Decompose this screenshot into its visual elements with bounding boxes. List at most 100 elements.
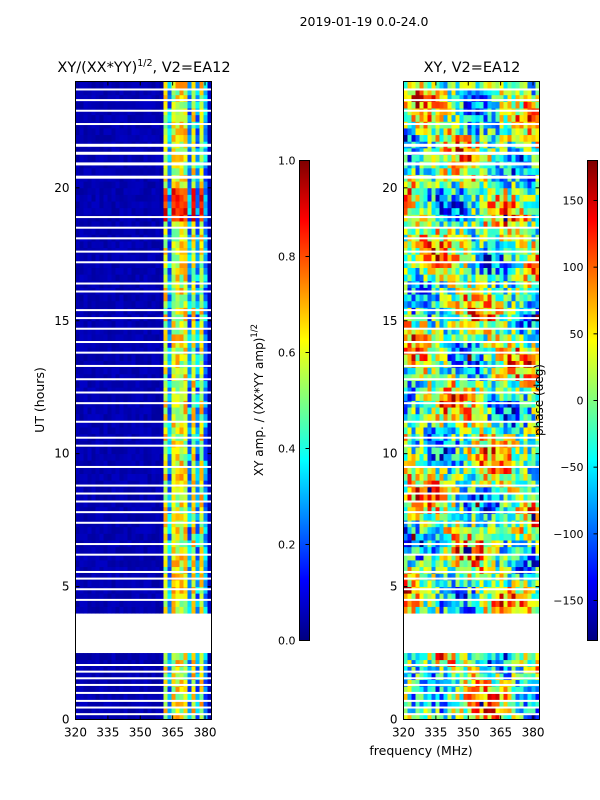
heatmap-cell: [151, 706, 156, 714]
heatmap-cell: [143, 221, 148, 229]
heatmap-cell: [443, 553, 448, 561]
heatmap-cell: [99, 380, 104, 388]
heatmap-cell: [107, 447, 112, 455]
heatmap-cell: [143, 699, 148, 707]
heatmap-cell: [119, 679, 124, 687]
heatmap-cell: [447, 560, 452, 568]
heatmap-cell: [171, 553, 176, 561]
heatmap-cell: [119, 294, 124, 302]
heatmap-cell: [535, 360, 540, 368]
heatmap-cell: [147, 147, 152, 156]
heatmap-cell: [483, 353, 488, 362]
flagged-gap: [75, 484, 212, 487]
heatmap-cell: [467, 340, 472, 348]
heatmap-cell: [187, 546, 192, 554]
heatmap-cell: [203, 712, 208, 720]
heatmap-cell: [103, 334, 108, 342]
heatmap-cell: [407, 353, 412, 362]
heatmap-cell: [91, 241, 96, 249]
heatmap-cell: [183, 712, 188, 720]
heatmap-cell: [439, 513, 444, 521]
heatmap-cell: [127, 533, 132, 541]
heatmap-cell: [127, 653, 132, 661]
heatmap-cell: [423, 706, 428, 714]
heatmap-cell: [147, 128, 152, 136]
heatmap-cell: [99, 241, 104, 249]
heatmap-cell: [459, 420, 464, 428]
heatmap-cell: [123, 201, 128, 209]
heatmap-cell: [183, 128, 188, 136]
heatmap-cell: [507, 460, 512, 468]
heatmap-cell: [519, 666, 524, 674]
heatmap-cell: [491, 393, 496, 401]
heatmap-cell: [195, 340, 200, 348]
heatmap-cell: [187, 187, 192, 195]
heatmap-cell: [171, 447, 176, 455]
heatmap-cell: [131, 413, 136, 421]
heatmap-cell: [147, 207, 152, 215]
heatmap-cell: [535, 334, 540, 342]
heatmap-cell: [479, 413, 484, 421]
heatmap-cell: [147, 712, 152, 720]
heatmap-cell: [75, 101, 80, 109]
heatmap-cell: [519, 347, 524, 355]
heatmap-cell: [111, 380, 116, 388]
heatmap-cell: [495, 340, 500, 348]
heatmap-cell: [443, 340, 448, 348]
heatmap-cell: [83, 227, 88, 235]
heatmap-cell: [467, 699, 472, 707]
heatmap-cell: [95, 692, 100, 700]
heatmap-cell: [403, 447, 408, 455]
heatmap-cell: [187, 260, 192, 268]
heatmap-cell: [99, 466, 104, 475]
heatmap-cell: [483, 553, 488, 561]
heatmap-cell: [159, 334, 164, 342]
heatmap-cell: [499, 560, 504, 568]
heatmap-cell: [499, 347, 504, 355]
heatmap-cell: [111, 486, 116, 494]
heatmap-cell: [151, 653, 156, 661]
heatmap-cell: [135, 599, 140, 607]
heatmap-cell: [75, 672, 80, 681]
heatmap-cell: [183, 427, 188, 435]
heatmap-cell: [119, 493, 124, 501]
heatmap-cell: [155, 353, 160, 362]
heatmap-cell: [499, 373, 504, 381]
heatmap-cell: [447, 347, 452, 355]
heatmap-cell: [415, 387, 420, 395]
heatmap-cell: [139, 94, 144, 102]
heatmap-cell: [495, 666, 500, 674]
heatmap-cell: [167, 493, 172, 501]
heatmap-cell: [443, 413, 448, 421]
heatmap-cell: [83, 88, 88, 96]
heatmap-cell: [187, 672, 192, 681]
heatmap-cell: [143, 579, 148, 587]
heatmap-cell: [535, 486, 540, 494]
heatmap-cell: [147, 679, 152, 687]
heatmap-cell: [107, 373, 112, 381]
heatmap-cell: [523, 659, 528, 667]
heatmap-cell: [475, 380, 480, 388]
heatmap-cell: [459, 653, 464, 661]
heatmap-cell: [475, 393, 480, 401]
heatmap-cell: [139, 579, 144, 587]
heatmap-cell: [139, 440, 144, 448]
flagged-gap: [75, 598, 212, 601]
heatmap-cell: [483, 460, 488, 468]
heatmap-cell: [467, 367, 472, 375]
heatmap-cell: [407, 387, 412, 395]
heatmap-cell: [455, 327, 460, 335]
heatmap-cell: [439, 566, 444, 574]
heatmap-cell: [191, 187, 196, 195]
heatmap-cell: [531, 493, 536, 501]
heatmap-cell: [147, 506, 152, 514]
heatmap-cell: [179, 407, 184, 415]
heatmap-cell: [203, 147, 208, 156]
heatmap-cell: [439, 473, 444, 481]
heatmap-cell: [159, 187, 164, 195]
heatmap-cell: [99, 154, 104, 162]
heatmap-cell: [443, 699, 448, 707]
heatmap-cell: [535, 440, 540, 448]
heatmap-cell: [431, 686, 436, 694]
heatmap-cell: [159, 327, 164, 335]
